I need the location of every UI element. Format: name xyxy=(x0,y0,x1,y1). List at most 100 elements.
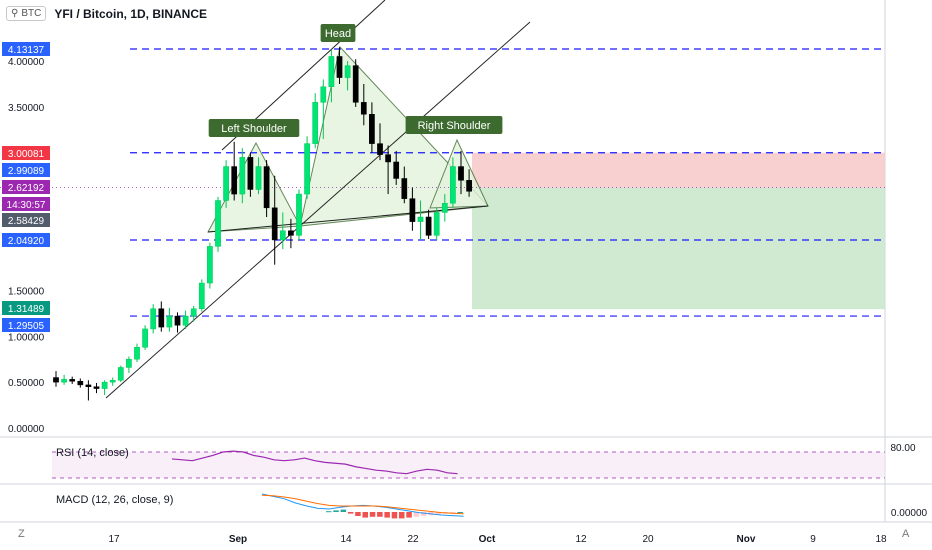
annotation-box xyxy=(208,119,300,137)
symbol-badge[interactable]: ⚲ BTC xyxy=(6,6,47,21)
candle-body xyxy=(239,157,246,195)
annotation-label: Right Shoulder xyxy=(418,120,491,132)
price-badge-label: 2.04920 xyxy=(8,236,45,247)
candle-body xyxy=(231,166,238,195)
candle-body xyxy=(288,230,294,236)
macd-histogram-bar xyxy=(450,512,456,513)
candle-body xyxy=(401,178,408,199)
stop-loss-zone xyxy=(472,152,885,188)
macd-histogram-bar xyxy=(369,512,376,517)
rsi-line xyxy=(171,450,458,475)
candle-body xyxy=(117,367,124,381)
candle-body xyxy=(223,166,229,201)
candle-body xyxy=(215,200,221,247)
candle-body xyxy=(312,102,319,144)
x-tick-label: 12 xyxy=(575,534,587,545)
candle-body xyxy=(433,212,440,236)
price-badge-label: 2.58429 xyxy=(8,216,45,227)
candle-body xyxy=(377,143,383,155)
left-shoulder-triangle xyxy=(207,141,301,233)
candle-body xyxy=(393,161,400,179)
macd-histogram-bar xyxy=(399,512,405,519)
price-badge xyxy=(2,233,50,247)
candle-body xyxy=(385,154,391,163)
candle-body xyxy=(304,143,310,195)
candle-body xyxy=(190,308,197,317)
candle-body xyxy=(466,180,472,192)
timezone-button[interactable]: Z xyxy=(18,528,25,540)
candle-body xyxy=(134,347,140,360)
macd-histogram-bar xyxy=(420,512,427,516)
y-tick-label: 1.50000 xyxy=(8,286,45,297)
candle-body xyxy=(174,315,181,326)
chart-title: YFI / Bitcoin, 1D, BINANCE xyxy=(54,6,208,21)
annotation-label: Head xyxy=(325,28,351,40)
candle-body xyxy=(360,102,367,115)
price-badge-label: 3.00081 xyxy=(8,149,45,160)
price-badge xyxy=(2,180,50,194)
candle-body xyxy=(77,380,84,386)
candle-body xyxy=(344,65,351,78)
macd-histogram-bar xyxy=(435,512,441,515)
price-badge-label: 2.62192 xyxy=(8,183,45,194)
x-tick-label: 14 xyxy=(340,534,352,545)
candle-body xyxy=(93,386,100,389)
candle-body xyxy=(85,384,92,387)
candle-body xyxy=(158,308,165,328)
price-badge xyxy=(2,42,50,56)
candle-body xyxy=(61,379,67,383)
candle-body xyxy=(441,202,448,213)
candle-body xyxy=(450,166,456,204)
take-profit-zone xyxy=(472,187,885,310)
candle-body xyxy=(409,198,416,222)
symbol-badge-label: BTC xyxy=(21,8,42,19)
candle-body xyxy=(328,56,335,87)
price-badge-label: 14:30:57 xyxy=(7,200,46,211)
macd-histogram-bar xyxy=(406,512,412,518)
price-badge xyxy=(2,301,50,315)
price-badge xyxy=(2,163,50,177)
macd-histogram-bar xyxy=(347,512,354,514)
macd-series-line xyxy=(261,494,464,515)
price-badge xyxy=(2,146,50,160)
x-tick-label: 9 xyxy=(810,534,816,545)
annotation-label: Left Shoulder xyxy=(221,123,287,135)
trendline-lower xyxy=(105,21,531,399)
price-badge-label: 4.13137 xyxy=(8,45,45,56)
macd-histogram-bar xyxy=(457,512,463,513)
price-badge-label: 2.99089 xyxy=(8,166,45,177)
candle-body xyxy=(182,315,189,326)
candle-body xyxy=(336,56,343,78)
x-tick-label: Oct xyxy=(479,534,496,545)
x-tick-label: 22 xyxy=(407,534,419,545)
candle-body xyxy=(207,246,213,284)
price-badge xyxy=(2,197,50,211)
candle-body xyxy=(263,166,270,209)
y-tick-label: 4.00000 xyxy=(8,57,45,68)
candle-body xyxy=(369,114,375,144)
candle-body xyxy=(255,166,262,190)
rsi-tick-label: 80.00 xyxy=(890,443,915,454)
macd-histogram-bar xyxy=(384,512,390,518)
macd-histogram-bar xyxy=(362,512,368,518)
auto-scale-button[interactable]: A xyxy=(902,528,910,540)
neckline xyxy=(207,205,489,233)
macd-histogram-bar xyxy=(391,512,398,519)
macd-tick-label: 0.00000 xyxy=(891,508,928,519)
candle-body xyxy=(247,157,254,190)
price-badge xyxy=(2,213,50,227)
price-badge-label: 1.31489 xyxy=(8,304,45,315)
candle-body xyxy=(150,308,157,330)
macd-histogram-bar xyxy=(355,512,361,516)
annotation-box xyxy=(320,24,356,42)
candle-body xyxy=(109,380,116,383)
candle-body xyxy=(458,166,464,181)
x-tick-label: Sep xyxy=(229,534,247,545)
candle-body xyxy=(417,216,424,222)
macd-title: MACD (12, 26, close, 9) xyxy=(56,494,173,506)
candle-body xyxy=(352,65,359,103)
candle-body xyxy=(101,381,108,389)
y-tick-label: 3.50000 xyxy=(8,103,45,114)
